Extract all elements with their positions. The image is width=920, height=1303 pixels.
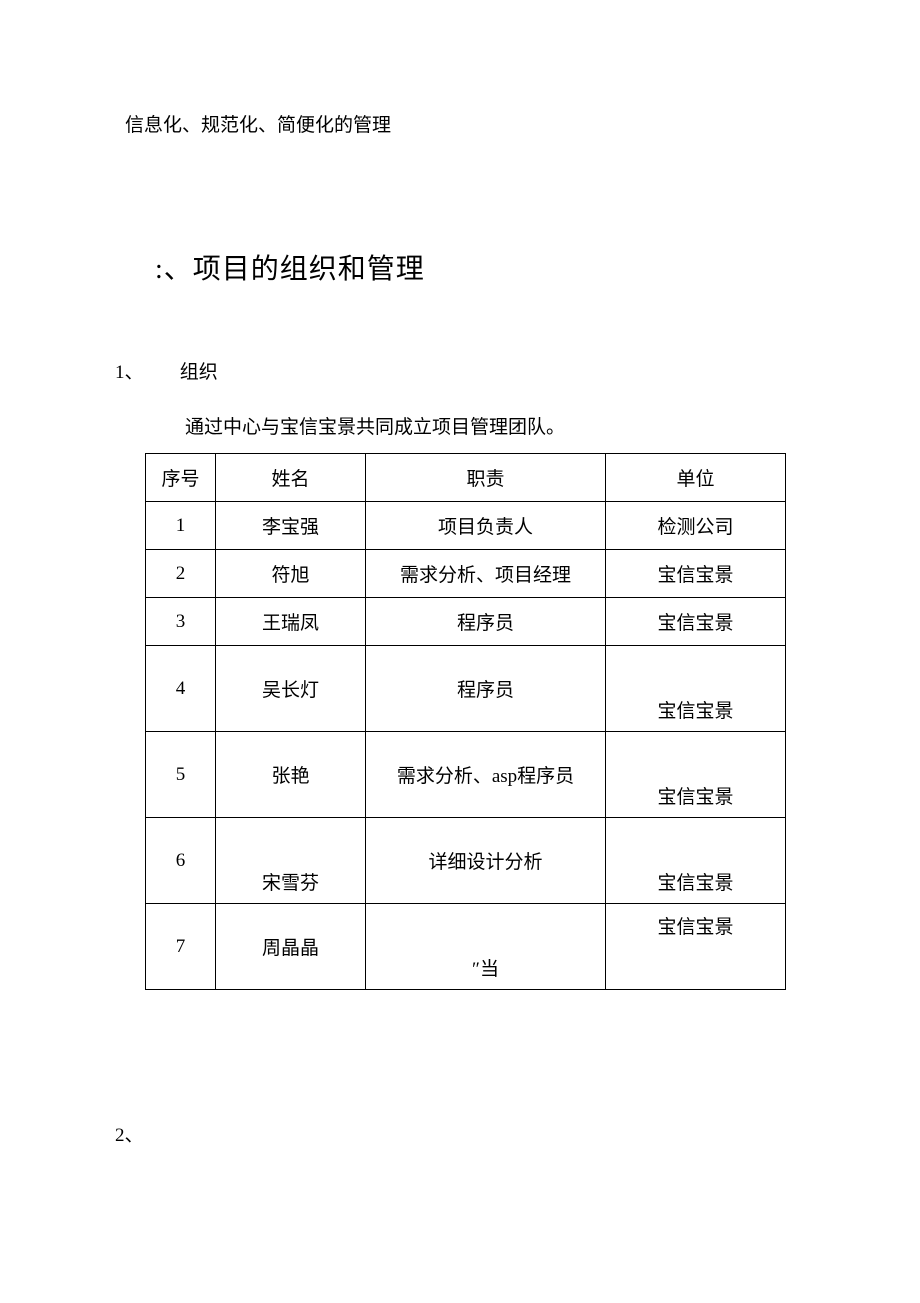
cell-index: 1 (146, 502, 216, 550)
col-header-org: 单位 (606, 454, 786, 502)
table-row: 1 李宝强 项目负责人 检测公司 (146, 502, 786, 550)
col-header-index: 序号 (146, 454, 216, 502)
cell-name: 符旭 (216, 550, 366, 598)
cell-index: 7 (146, 904, 216, 990)
cell-name: 周晶晶 (216, 904, 366, 990)
subsection-1: 1、 组织 (115, 357, 805, 384)
cell-role: 需求分析、asp程序员 (366, 732, 606, 818)
col-header-role: 职责 (366, 454, 606, 502)
cell-org: 检测公司 (606, 502, 786, 550)
subsection-1-label: 组织 (180, 362, 218, 383)
cell-name: 李宝强 (216, 502, 366, 550)
cell-org: 宝信宝景 (606, 818, 786, 904)
subsection-2-number: 2、 (115, 1125, 144, 1146)
cell-name: 张艳 (216, 732, 366, 818)
cell-name: 王瑞凤 (216, 598, 366, 646)
cell-index: 2 (146, 550, 216, 598)
cell-role: 详细设计分析 (366, 818, 606, 904)
document-page: 信息化、规范化、简便化的管理 :、项目的组织和管理 1、 组织 通过中心与宝信宝… (0, 0, 920, 1147)
cell-name: 吴长灯 (216, 646, 366, 732)
table-row: 6 宋雪芬 详细设计分析 宝信宝景 (146, 818, 786, 904)
cell-index: 4 (146, 646, 216, 732)
subsection-1-number: 1、 (115, 357, 175, 384)
table-row: 4 吴长灯 程序员 宝信宝景 (146, 646, 786, 732)
subsection-2: 2、 (115, 1120, 805, 1147)
table-row: 3 王瑞凤 程序员 宝信宝景 (146, 598, 786, 646)
cell-org: 宝信宝景 (606, 904, 786, 990)
table-header-row: 序号 姓名 职责 单位 (146, 454, 786, 502)
team-table: 序号 姓名 职责 单位 1 李宝强 项目负责人 检测公司 2 符旭 需求分析、项… (145, 453, 786, 990)
cell-role: ″当 (366, 904, 606, 990)
cell-org: 宝信宝景 (606, 732, 786, 818)
cell-org: 宝信宝景 (606, 550, 786, 598)
cell-org: 宝信宝景 (606, 598, 786, 646)
cell-role: 程序员 (366, 598, 606, 646)
cell-role: 项目负责人 (366, 502, 606, 550)
table-row: 2 符旭 需求分析、项目经理 宝信宝景 (146, 550, 786, 598)
intro-text: 信息化、规范化、简便化的管理 (115, 110, 805, 137)
body-paragraph: 通过中心与宝信宝景共同成立项目管理团队。 (185, 412, 805, 439)
table-row: 7 周晶晶 ″当 宝信宝景 (146, 904, 786, 990)
cell-index: 6 (146, 818, 216, 904)
cell-name: 宋雪芬 (216, 818, 366, 904)
table-row: 5 张艳 需求分析、asp程序员 宝信宝景 (146, 732, 786, 818)
cell-index: 5 (146, 732, 216, 818)
cell-role: 程序员 (366, 646, 606, 732)
section-heading: :、项目的组织和管理 (155, 247, 805, 287)
col-header-name: 姓名 (216, 454, 366, 502)
cell-org: 宝信宝景 (606, 646, 786, 732)
cell-role: 需求分析、项目经理 (366, 550, 606, 598)
cell-index: 3 (146, 598, 216, 646)
